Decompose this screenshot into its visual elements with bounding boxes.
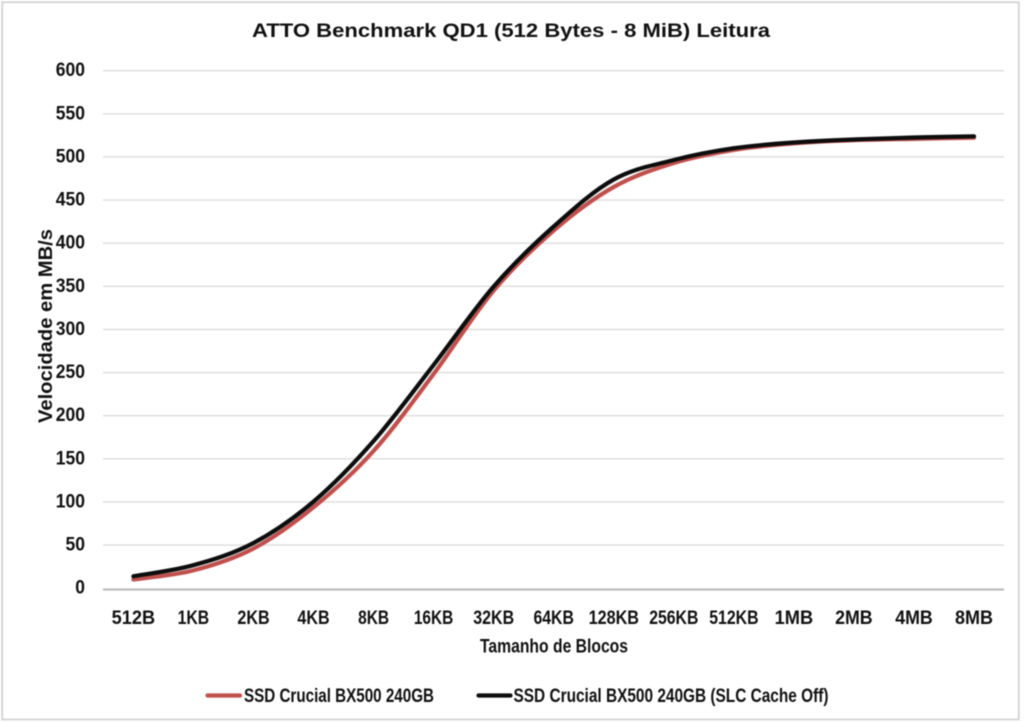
- svg-text:1MB: 1MB: [775, 608, 814, 629]
- svg-text:128KB: 128KB: [589, 608, 639, 629]
- svg-text:450: 450: [56, 190, 85, 211]
- svg-text:350: 350: [56, 276, 85, 297]
- svg-text:550: 550: [56, 103, 85, 124]
- svg-text:SSD Crucial BX500 240GB (SLC C: SSD Crucial BX500 240GB (SLC Cache Off): [514, 686, 829, 707]
- svg-text:1KB: 1KB: [178, 608, 210, 629]
- svg-text:200: 200: [56, 405, 85, 426]
- svg-text:400: 400: [56, 233, 85, 254]
- svg-text:100: 100: [56, 491, 85, 512]
- svg-text:8KB: 8KB: [358, 608, 389, 629]
- svg-text:512KB: 512KB: [709, 608, 758, 629]
- svg-text:2MB: 2MB: [835, 608, 873, 629]
- svg-text:16KB: 16KB: [414, 608, 454, 629]
- svg-text:ATTO Benchmark QD1 (512 Bytes: ATTO Benchmark QD1 (512 Bytes - 8 MiB) L…: [252, 21, 770, 42]
- svg-text:4MB: 4MB: [895, 608, 933, 629]
- svg-text:SSD Crucial BX500 240GB: SSD Crucial BX500 240GB: [244, 686, 434, 707]
- svg-text:150: 150: [56, 448, 85, 469]
- svg-text:500: 500: [56, 146, 85, 167]
- svg-text:50: 50: [66, 535, 86, 556]
- svg-text:300: 300: [56, 319, 85, 340]
- svg-text:0: 0: [75, 578, 85, 599]
- svg-text:512B: 512B: [112, 608, 156, 629]
- svg-text:256KB: 256KB: [649, 608, 698, 629]
- svg-text:600: 600: [56, 60, 85, 81]
- svg-text:Tamanho de Blocos: Tamanho de Blocos: [480, 637, 628, 658]
- svg-text:4KB: 4KB: [297, 608, 329, 629]
- svg-text:Velocidade em MB/s: Velocidade em MB/s: [36, 229, 57, 423]
- svg-text:2KB: 2KB: [237, 608, 269, 629]
- svg-text:32KB: 32KB: [473, 608, 514, 629]
- svg-text:8MB: 8MB: [955, 608, 993, 629]
- svg-text:250: 250: [56, 362, 85, 383]
- svg-text:64KB: 64KB: [533, 608, 574, 629]
